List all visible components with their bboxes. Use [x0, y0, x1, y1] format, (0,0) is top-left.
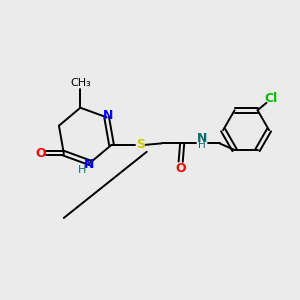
Text: H: H — [78, 166, 86, 176]
Text: H: H — [198, 140, 206, 150]
Text: O: O — [35, 147, 46, 160]
Text: Cl: Cl — [265, 92, 278, 105]
Text: CH₃: CH₃ — [70, 78, 91, 88]
Text: S: S — [136, 138, 145, 151]
Text: N: N — [103, 109, 113, 122]
Text: O: O — [176, 162, 186, 175]
Text: N: N — [197, 133, 207, 146]
Text: N: N — [83, 158, 94, 171]
